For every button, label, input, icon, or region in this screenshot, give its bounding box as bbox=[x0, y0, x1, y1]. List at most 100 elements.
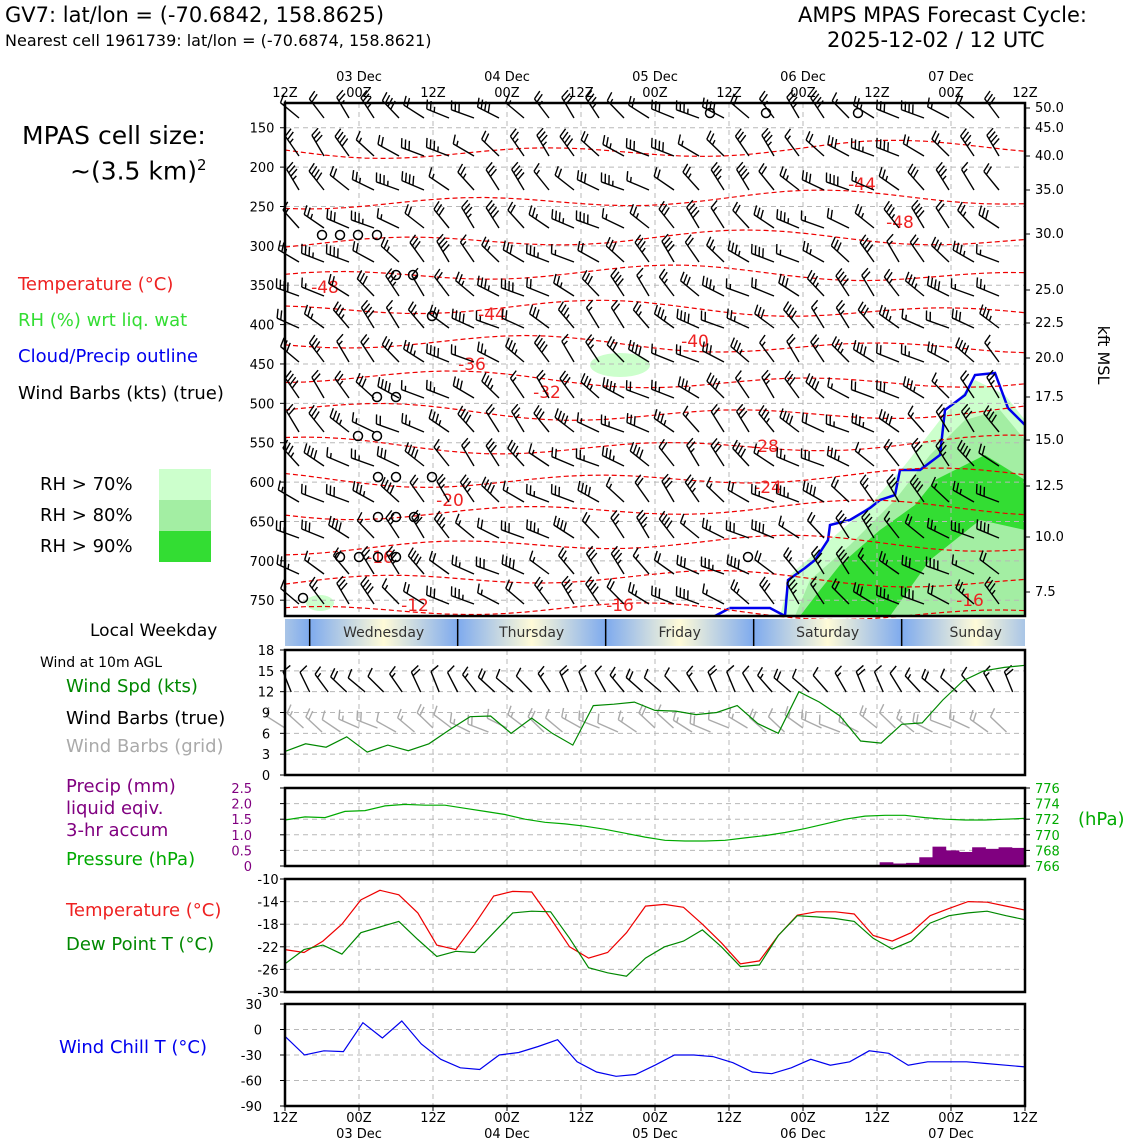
upper-wind-barb-flag bbox=[978, 205, 983, 215]
upper-wind-barb bbox=[786, 575, 800, 605]
upper-wind-barb-flag bbox=[731, 242, 735, 253]
precip-tick-label: 0 bbox=[244, 860, 252, 875]
upper-wind-barb-flag bbox=[338, 93, 346, 102]
upper-wind-barb-flag bbox=[585, 334, 593, 343]
upper-wind-barb bbox=[326, 447, 350, 467]
upper-wind-barb bbox=[986, 369, 1000, 399]
upper-wind-barb-flag bbox=[538, 411, 545, 420]
upper-wind-barb-flag bbox=[615, 552, 623, 561]
upper-wind-barb-staff bbox=[730, 101, 750, 119]
bottom-hour-label: 12Z bbox=[716, 1111, 742, 1126]
upper-wind-barb-flag bbox=[931, 372, 937, 382]
upper-wind-barb-flag bbox=[560, 304, 567, 314]
upper-wind-barb bbox=[436, 233, 450, 263]
upper-wind-barb-flag bbox=[577, 240, 581, 251]
upper-wind-barb-flag bbox=[487, 407, 495, 416]
calm-wind-circle bbox=[352, 430, 364, 442]
upper-wind-barb-flag bbox=[558, 547, 565, 556]
kft-tick-label: 7.5 bbox=[1035, 585, 1056, 600]
upper-wind-barb-flag bbox=[683, 311, 686, 322]
upper-wind-barb-flag bbox=[629, 414, 633, 425]
rh80-inner-region bbox=[890, 520, 1025, 616]
true-wind-barb bbox=[855, 664, 866, 693]
upper-wind-barb-half bbox=[567, 589, 572, 595]
upper-wind-barb bbox=[960, 403, 975, 433]
upper-wind-barb bbox=[500, 278, 525, 297]
true-wind-barb-flag bbox=[707, 664, 716, 673]
upper-wind-barb-flag bbox=[883, 588, 886, 599]
kft-tick-label: 22.5 bbox=[1035, 316, 1064, 331]
upper-wind-barb-flag bbox=[733, 557, 737, 568]
upper-wind-barb bbox=[975, 243, 1000, 263]
true-wind-barb-flag bbox=[578, 664, 587, 673]
upper-wind-barb-half bbox=[687, 173, 692, 179]
temperature-contour bbox=[284, 434, 1026, 455]
upper-wind-barb-flag bbox=[734, 204, 741, 214]
upper-wind-barb-flag bbox=[760, 408, 768, 417]
upper-wind-barb-flag bbox=[952, 240, 956, 251]
upper-wind-barb-flag bbox=[805, 482, 810, 493]
upper-wind-barb-flag bbox=[979, 304, 984, 314]
upper-wind-barb-flag bbox=[684, 474, 692, 483]
grid-wind-barb-flag bbox=[767, 707, 774, 718]
calm-wind-circle bbox=[390, 471, 402, 483]
upper-wind-barb bbox=[878, 408, 900, 433]
grid-wind-barb-flag bbox=[896, 709, 901, 719]
grid-wind-barb-flag bbox=[396, 708, 402, 719]
upper-wind-barb-half bbox=[792, 589, 797, 595]
upper-wind-barb-flag bbox=[457, 405, 464, 415]
upper-wind-barb bbox=[984, 576, 1000, 605]
wind-tick-label: 15 bbox=[258, 665, 275, 680]
grid-wind-barb-flag bbox=[859, 705, 864, 715]
upper-wind-barb-staff bbox=[778, 282, 800, 297]
upper-wind-barb-flag bbox=[937, 441, 945, 450]
upper-wind-barb-flag bbox=[511, 161, 519, 170]
upper-wind-barb bbox=[754, 550, 775, 575]
upper-wind-barb bbox=[883, 510, 900, 539]
grid-wind-barb-half bbox=[453, 718, 456, 725]
upper-wind-barb-flag bbox=[904, 513, 910, 524]
upper-wind-barb-flag bbox=[733, 581, 739, 592]
upper-wind-barb-flag bbox=[939, 168, 948, 177]
upper-wind-barb-flag bbox=[454, 513, 460, 523]
upper-wind-barb-flag bbox=[757, 552, 762, 563]
grid-wind-barb-flag bbox=[862, 707, 867, 717]
upper-wind-barb-flag bbox=[303, 205, 308, 215]
upper-wind-barb-flag bbox=[356, 270, 363, 280]
upper-wind-barb-flag bbox=[433, 438, 440, 448]
grid-wind-barb bbox=[689, 713, 711, 733]
upper-wind-barb-flag bbox=[380, 236, 386, 247]
upper-wind-barb-flag bbox=[653, 409, 658, 419]
upper-wind-barb-half bbox=[955, 560, 958, 566]
upper-wind-barb-flag bbox=[886, 203, 893, 213]
true-wind-barb bbox=[757, 666, 773, 693]
upper-wind-barb-flag bbox=[564, 376, 571, 386]
upper-wind-barb bbox=[407, 547, 425, 575]
upper-wind-barb bbox=[778, 273, 800, 297]
upper-wind-barb-half bbox=[287, 563, 290, 570]
upper-wind-barb-half bbox=[281, 486, 284, 493]
upper-wind-barb-half bbox=[786, 135, 791, 141]
upper-wind-barb bbox=[801, 170, 825, 191]
upper-wind-barb-flag bbox=[355, 482, 359, 493]
upper-wind-barb-flag bbox=[576, 412, 580, 422]
bottom-date-label: 07 Dec bbox=[928, 1127, 974, 1140]
upper-wind-barb-flag bbox=[334, 520, 339, 530]
upper-wind-barb bbox=[650, 137, 675, 157]
upper-wind-barb bbox=[551, 209, 575, 229]
upper-wind-barb-flag bbox=[958, 339, 964, 350]
upper-wind-barb-flag bbox=[801, 412, 805, 422]
upper-wind-barb bbox=[710, 437, 725, 467]
true-wind-barb-staff bbox=[961, 674, 977, 693]
upper-wind-barb-flag bbox=[331, 517, 336, 528]
upper-wind-barb-half bbox=[408, 420, 411, 426]
upper-wind-barb-flag bbox=[538, 341, 546, 350]
upper-wind-barb-flag bbox=[730, 556, 733, 566]
upper-wind-barb-flag bbox=[851, 412, 854, 423]
upper-wind-barb-flag bbox=[680, 556, 683, 567]
upper-wind-barb-flag bbox=[536, 127, 544, 136]
upper-wind-barb-half bbox=[386, 246, 390, 252]
upper-wind-barb-flag bbox=[431, 411, 436, 421]
upper-wind-barb-flag bbox=[656, 411, 661, 421]
precip-tick-label: 0.5 bbox=[231, 844, 252, 859]
